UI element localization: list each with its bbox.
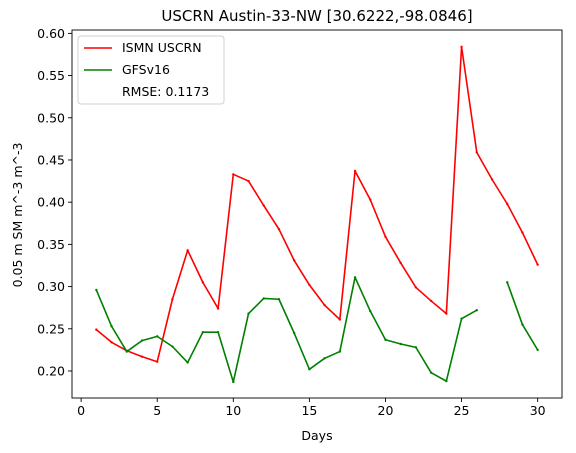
data-point-gfsv16 — [338, 350, 342, 353]
data-point-gfsv16 — [521, 323, 524, 326]
y-axis-label: 0.05 m SM m^-3 m^-3 — [10, 143, 25, 288]
legend: ISMN USCRN GFSv16 RMSE: 0.1173 — [77, 35, 225, 105]
y-tick-label: 0.25 — [37, 321, 65, 336]
y-tick-label: 0.45 — [37, 152, 65, 167]
data-point-ismn-uscrn — [353, 169, 357, 173]
data-point-ismn-uscrn — [338, 318, 342, 321]
data-point-ismn-uscrn — [95, 328, 98, 331]
data-point-gfsv16 — [125, 350, 128, 353]
x-tick-label: 15 — [301, 403, 317, 418]
x-tick-label: 20 — [378, 403, 394, 418]
data-point-ismn-uscrn — [186, 249, 189, 252]
data-point-gfsv16 — [140, 339, 144, 342]
data-point-gfsv16 — [247, 312, 250, 315]
ticks-layer: 0 5 10 15 20 25 30 0.20 0.25 0.30 0.35 0.40 0.45 0.50… — [37, 26, 545, 418]
data-point-ismn-uscrn — [232, 173, 235, 176]
data-point-gfsv16 — [445, 379, 448, 383]
data-point-gfsv16 — [232, 380, 235, 384]
data-point-gfsv16 — [262, 297, 265, 300]
data-point-gfsv16 — [429, 371, 433, 374]
data-point-gfsv16 — [460, 317, 463, 320]
series-line-ismn-uscrn — [95, 46, 539, 363]
y-tick-label: 0.30 — [37, 279, 65, 294]
data-point-gfsv16 — [323, 357, 326, 360]
data-point-gfsv16 — [277, 298, 281, 301]
plot-frame — [71, 29, 563, 399]
data-point-gfsv16 — [475, 309, 478, 312]
data-point-gfsv16 — [369, 309, 372, 313]
data-point-ismn-uscrn — [323, 303, 326, 307]
legend-box — [77, 35, 225, 105]
data-point-gfsv16 — [95, 288, 98, 292]
data-point-gfsv16 — [414, 346, 418, 349]
series-layer — [95, 45, 539, 384]
data-point-gfsv16 — [353, 276, 357, 279]
x-tick-label: 30 — [530, 403, 546, 418]
legend-label-rmse: RMSE: 0.1173 — [122, 84, 209, 99]
x-tick-label: 25 — [454, 403, 470, 418]
data-point-ismn-uscrn — [475, 151, 478, 154]
data-point-ismn-uscrn — [521, 231, 524, 234]
data-point-ismn-uscrn — [201, 281, 205, 284]
data-point-ismn-uscrn — [171, 298, 174, 301]
data-point-gfsv16 — [216, 330, 220, 334]
data-point-ismn-uscrn — [429, 299, 433, 303]
data-point-ismn-uscrn — [156, 360, 159, 363]
data-point-ismn-uscrn — [490, 178, 494, 181]
x-tick-label: 5 — [153, 403, 161, 418]
data-point-ismn-uscrn — [216, 307, 220, 310]
chart-title: USCRN Austin-33-NW [30.6222,-98.0846] — [161, 7, 472, 25]
data-point-gfsv16 — [171, 345, 174, 348]
data-point-ismn-uscrn — [399, 261, 402, 265]
data-point-gfsv16 — [201, 330, 205, 334]
data-point-ismn-uscrn — [506, 202, 509, 206]
data-point-ismn-uscrn — [110, 341, 113, 344]
data-point-gfsv16 — [110, 325, 113, 328]
data-point-ismn-uscrn — [460, 45, 463, 49]
data-point-gfsv16 — [536, 348, 539, 352]
data-point-gfsv16 — [186, 361, 189, 364]
data-point-ismn-uscrn — [414, 286, 418, 289]
data-point-ismn-uscrn — [262, 204, 265, 207]
data-point-gfsv16 — [506, 281, 509, 284]
data-point-ismn-uscrn — [292, 259, 296, 262]
x-axis-label: Days — [301, 428, 332, 443]
legend-label-ismn-uscrn: ISMN USCRN — [122, 40, 202, 55]
data-point-ismn-uscrn — [140, 355, 144, 358]
x-tick-label: 10 — [225, 403, 241, 418]
y-tick-label: 0.40 — [37, 195, 65, 210]
data-point-ismn-uscrn — [277, 227, 281, 231]
data-point-gfsv16 — [399, 342, 402, 346]
y-tick-label: 0.55 — [37, 68, 65, 83]
data-point-gfsv16 — [156, 335, 159, 338]
x-tick-label: 0 — [77, 403, 85, 418]
data-point-ismn-uscrn — [369, 198, 372, 201]
data-point-gfsv16 — [308, 368, 311, 371]
data-point-gfsv16 — [292, 331, 296, 335]
y-tick-label: 0.20 — [37, 363, 65, 378]
y-tick-label: 0.35 — [37, 237, 65, 252]
data-point-gfsv16 — [384, 338, 387, 341]
y-tick-label: 0.50 — [37, 110, 65, 125]
data-point-ismn-uscrn — [308, 283, 311, 287]
data-point-ismn-uscrn — [445, 312, 448, 315]
data-point-ismn-uscrn — [536, 263, 539, 266]
legend-label-gfsv16: GFSv16 — [122, 62, 170, 77]
data-point-ismn-uscrn — [247, 179, 250, 183]
y-tick-label: 0.60 — [37, 26, 65, 41]
data-point-ismn-uscrn — [384, 235, 387, 238]
